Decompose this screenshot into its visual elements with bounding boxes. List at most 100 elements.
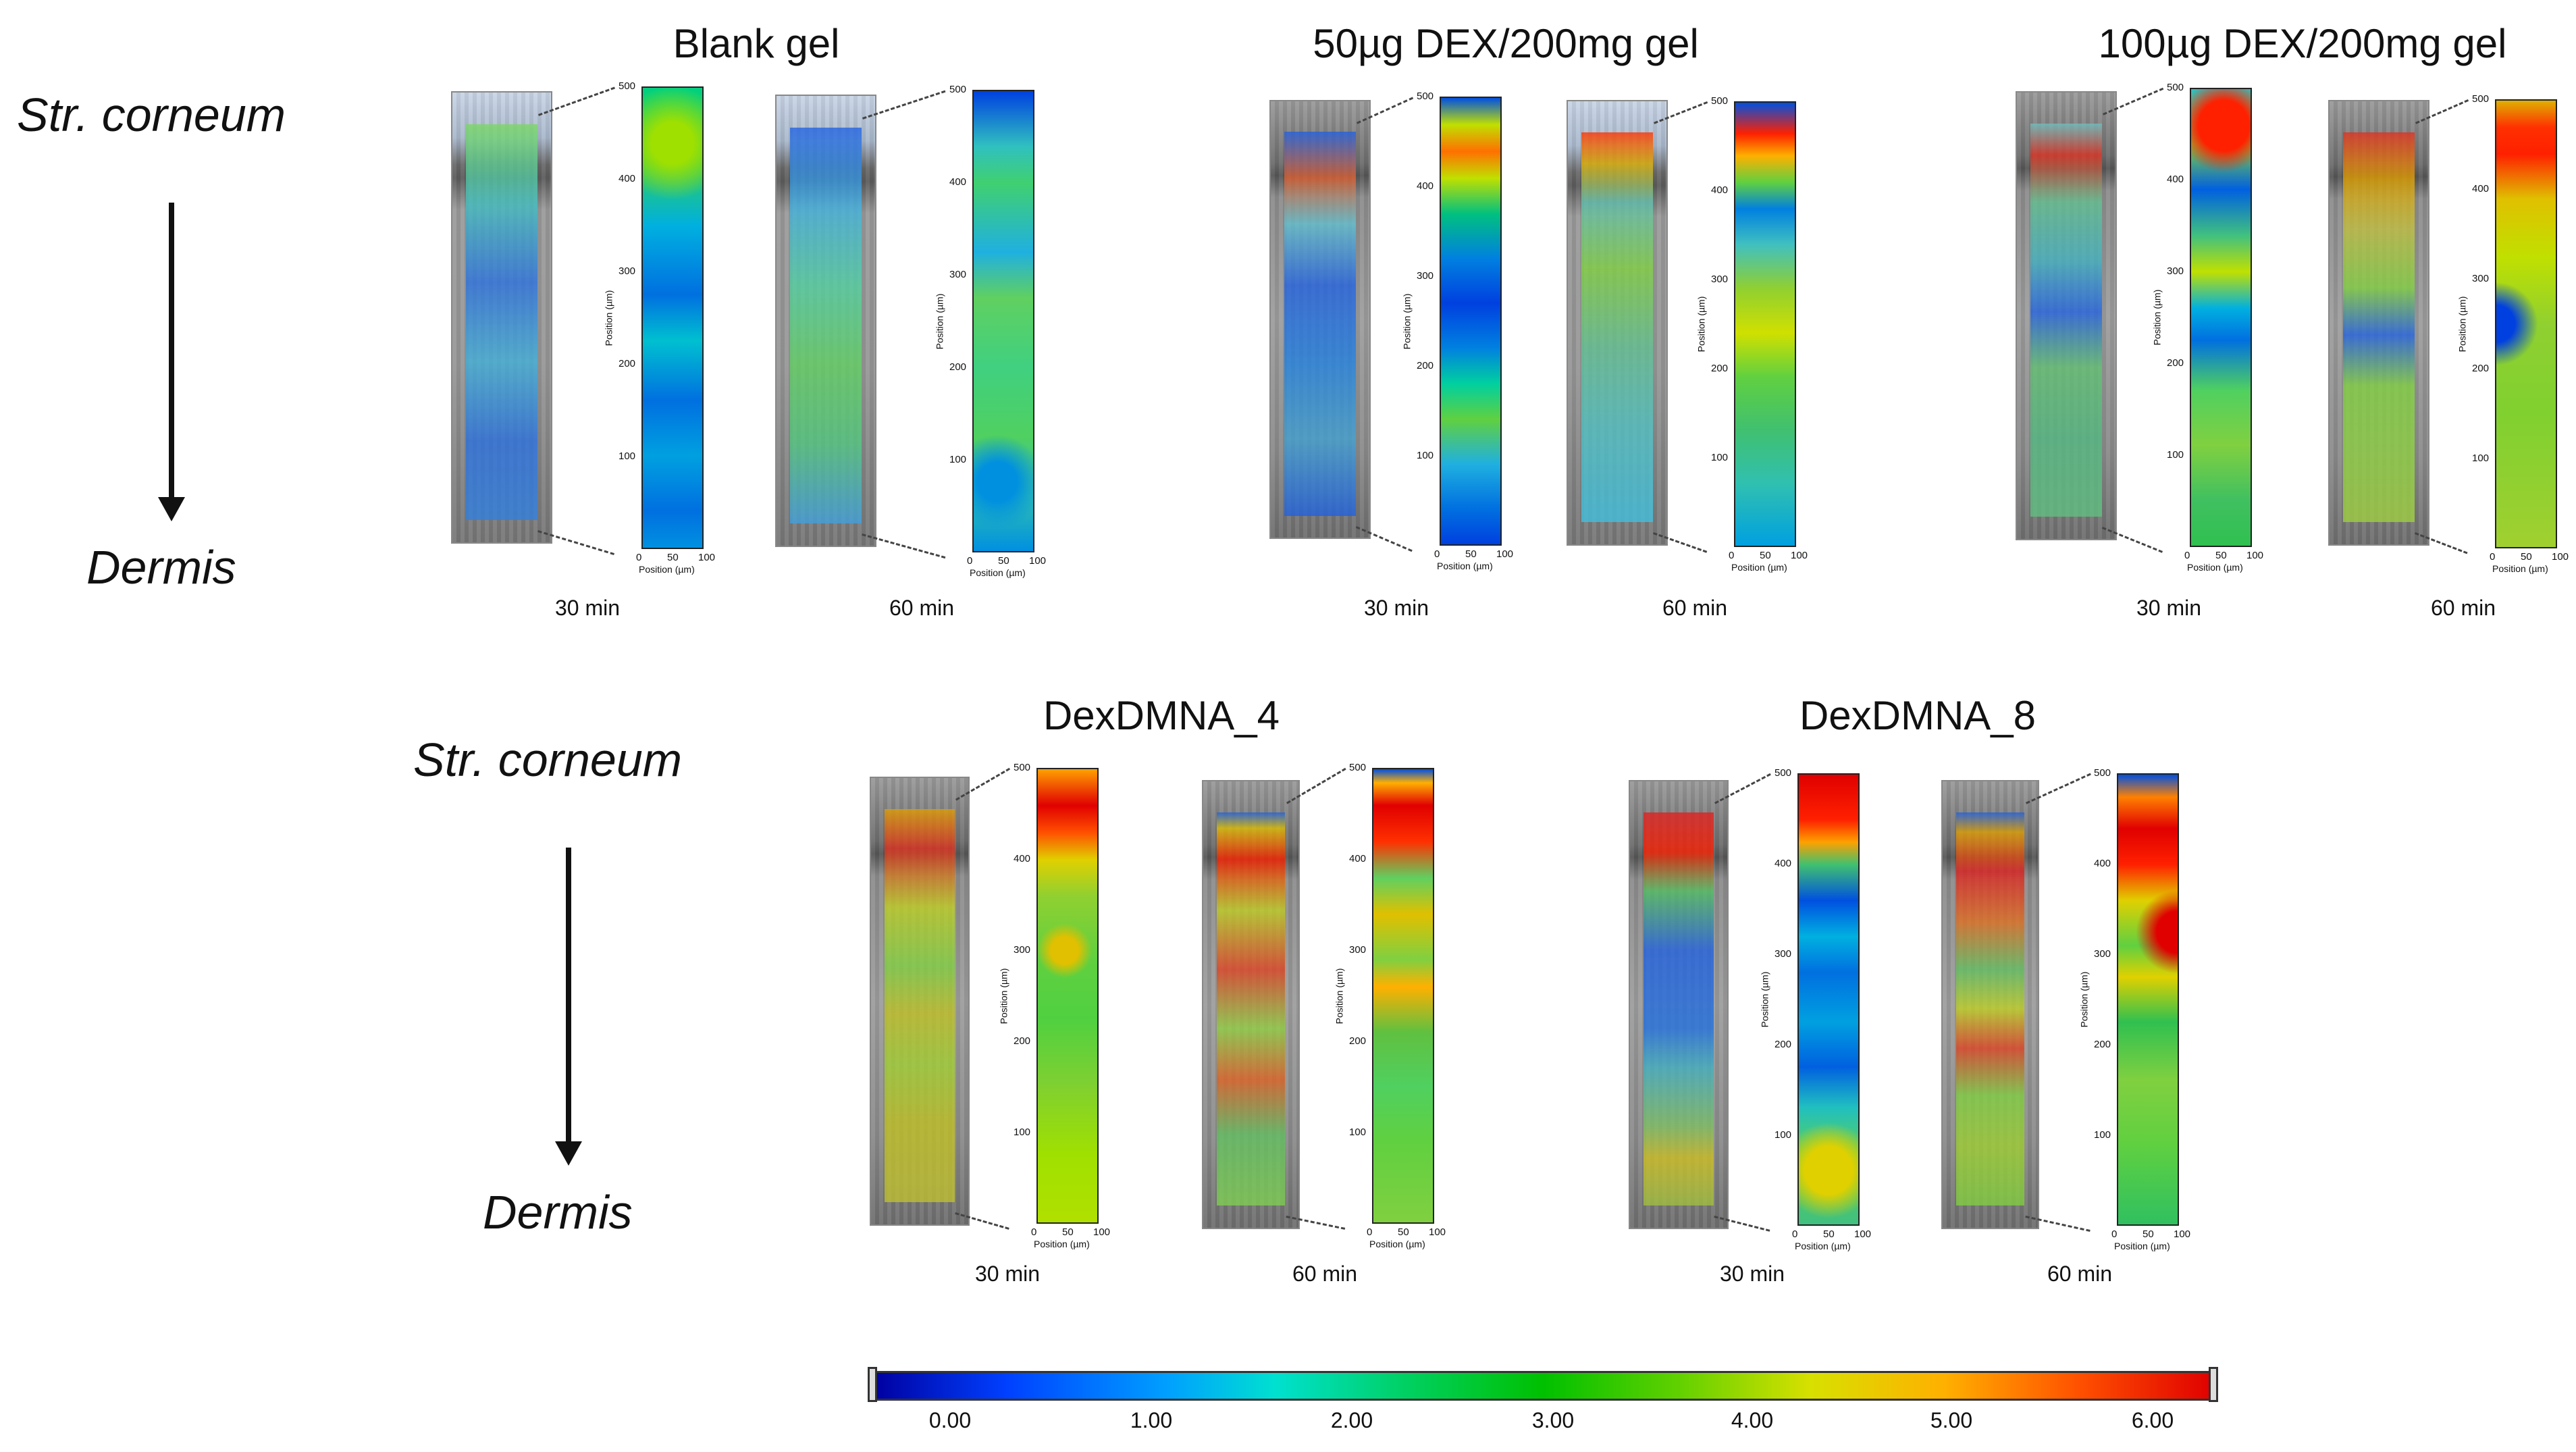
x-tick-label: 50 xyxy=(667,552,679,563)
x-tick-label: 100 xyxy=(1029,555,1047,567)
x-tick-label: 0 xyxy=(1792,1228,1798,1240)
y-tick-label: 400 xyxy=(2472,183,2490,195)
x-tick-label: 50 xyxy=(1398,1226,1409,1238)
y-tick-label: 200 xyxy=(2094,1039,2111,1050)
time-label-100ug-60: 60 min xyxy=(2430,596,2496,620)
y-tick-label: 300 xyxy=(1775,948,1792,960)
y-tick-label: 400 xyxy=(2167,174,2184,185)
x-tick-label: 50 xyxy=(2521,551,2532,563)
y-tick-label: 200 xyxy=(1711,363,1729,374)
row1-str-corneum-label: Str. corneum xyxy=(17,88,286,141)
row1-depth-arrowhead xyxy=(158,497,185,521)
x-tick-label: 50 xyxy=(2215,550,2227,561)
x-tick-label: 100 xyxy=(1791,550,1808,561)
row2-str-corneum-label: Str. corneum xyxy=(413,733,683,786)
microscopy-dmna4-30 xyxy=(870,777,970,1226)
colorbar-left-handle[interactable] xyxy=(868,1367,877,1402)
x-axis-title: Position (µm) xyxy=(2492,563,2548,574)
colorbar-tick-0: 0.00 xyxy=(928,1408,972,1432)
y-tick-label: 100 xyxy=(1014,1126,1031,1138)
group-title-100ug-dex: 100µg DEX/200mg gel xyxy=(2098,21,2507,66)
x-tick-label: 50 xyxy=(1760,550,1771,561)
y-tick-label: 100 xyxy=(619,450,636,462)
colorbar-right-handle[interactable] xyxy=(2209,1367,2218,1402)
y-tick-label: 500 xyxy=(1349,762,1367,773)
colorbar-tick-2: 2.00 xyxy=(1330,1408,1373,1432)
y-tick-label: 200 xyxy=(1014,1035,1031,1047)
y-axis-title: Position (µm) xyxy=(1696,296,1707,353)
y-tick-label: 300 xyxy=(2167,265,2184,277)
y-tick-label: 400 xyxy=(1417,180,1434,192)
y-tick-label: 200 xyxy=(619,358,636,369)
y-tick-label: 300 xyxy=(1014,944,1031,956)
x-tick-label: 0 xyxy=(2111,1228,2118,1240)
heatmap-100ug-30 xyxy=(2190,88,2252,547)
x-axis-title: Position (µm) xyxy=(639,564,695,575)
row2-depth-arrowhead xyxy=(555,1141,582,1166)
y-axis-title: Position (µm) xyxy=(2456,296,2468,352)
y-tick-label: 300 xyxy=(619,265,636,277)
y-tick-label: 100 xyxy=(1775,1129,1792,1141)
y-tick-label: 300 xyxy=(1349,944,1367,956)
microscopy-100ug-30 xyxy=(2016,91,2117,540)
microscopy-dmna8-30 xyxy=(1629,780,1729,1229)
y-axis-title: Position (µm) xyxy=(998,968,1009,1024)
y-tick-label: 100 xyxy=(2167,449,2184,461)
y-tick-label: 500 xyxy=(2167,82,2184,93)
x-tick-label: 50 xyxy=(998,555,1009,567)
group-title-dexdmna-8: DexDMNA_8 xyxy=(1799,693,2036,738)
time-label-dmna8-60: 60 min xyxy=(2047,1262,2113,1286)
row2-depth-arrow xyxy=(566,848,571,1145)
x-axis-title: Position (µm) xyxy=(2114,1241,2170,1251)
x-tick-label: 0 xyxy=(1031,1226,1037,1238)
microscopy-blank-30 xyxy=(451,91,552,544)
y-tick-label: 500 xyxy=(949,84,967,95)
heatmap-50ug-60 xyxy=(1734,101,1796,547)
x-tick-label: 0 xyxy=(967,555,973,567)
x-tick-label: 100 xyxy=(2174,1228,2191,1240)
heatmap-100ug-60 xyxy=(2495,99,2557,548)
y-tick-label: 400 xyxy=(619,173,636,184)
y-tick-label: 500 xyxy=(1417,90,1434,102)
microscopy-dmna4-60 xyxy=(1202,780,1300,1229)
x-tick-label: 100 xyxy=(1496,548,1514,560)
x-tick-label: 100 xyxy=(2246,550,2264,561)
time-label-dmna4-60: 60 min xyxy=(1292,1262,1358,1286)
x-tick-label: 0 xyxy=(636,552,642,563)
colorbar xyxy=(871,1371,2215,1401)
y-axis-title: Position (µm) xyxy=(1759,971,1770,1028)
x-tick-label: 50 xyxy=(2143,1228,2154,1240)
y-tick-label: 500 xyxy=(2472,93,2490,105)
y-tick-label: 300 xyxy=(949,269,967,280)
y-axis-title: Position (µm) xyxy=(934,293,945,349)
y-tick-label: 500 xyxy=(1775,767,1792,779)
colorbar-tick-1: 1.00 xyxy=(1130,1408,1173,1432)
x-axis-title: Position (µm) xyxy=(1034,1239,1090,1249)
colorbar-tick-6: 6.00 xyxy=(2131,1408,2174,1432)
y-axis-title: Position (µm) xyxy=(2151,289,2163,346)
x-axis-title: Position (µm) xyxy=(1369,1239,1425,1249)
y-tick-label: 400 xyxy=(1711,184,1729,196)
microscopy-100ug-60 xyxy=(2328,100,2429,546)
time-label-50ug-30: 30 min xyxy=(1363,596,1429,620)
y-tick-label: 300 xyxy=(1417,270,1434,282)
y-tick-label: 500 xyxy=(1711,95,1729,107)
group-title-50ug-dex: 50µg DEX/200mg gel xyxy=(1313,21,1699,66)
colorbar-tick-3: 3.00 xyxy=(1531,1408,1575,1432)
y-tick-label: 300 xyxy=(2094,948,2111,960)
x-tick-label: 100 xyxy=(1854,1228,1872,1240)
time-label-100ug-30: 30 min xyxy=(2136,596,2202,620)
y-tick-label: 500 xyxy=(619,80,636,92)
y-tick-label: 200 xyxy=(2472,363,2490,374)
x-tick-label: 0 xyxy=(1434,548,1440,560)
y-tick-label: 300 xyxy=(1711,274,1729,285)
x-tick-label: 0 xyxy=(1367,1226,1373,1238)
row1-depth-arrow xyxy=(169,203,174,500)
time-label-50ug-60: 60 min xyxy=(1662,596,1728,620)
y-tick-label: 400 xyxy=(1775,858,1792,869)
heatmap-50ug-30 xyxy=(1440,97,1502,546)
heatmap-dmna4-60 xyxy=(1372,768,1434,1224)
heatmap-dmna8-30 xyxy=(1797,773,1860,1226)
y-tick-label: 100 xyxy=(2094,1129,2111,1141)
x-axis-title: Position (µm) xyxy=(1437,561,1493,571)
